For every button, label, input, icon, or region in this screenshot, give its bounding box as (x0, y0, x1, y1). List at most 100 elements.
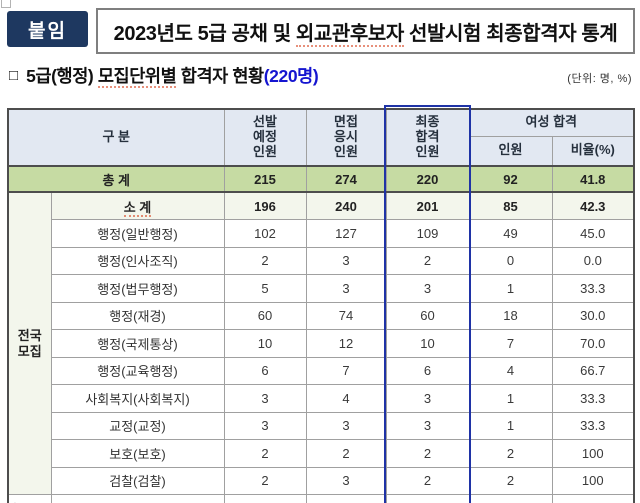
row-value: 3 (385, 274, 470, 303)
table-row: 행정(국제통상) 10 12 10 7 70.0 (8, 329, 635, 358)
row-value: 70.0 (551, 329, 635, 358)
row-label: 검찰(검찰) (50, 466, 225, 495)
row-label: 보호(보호) (50, 439, 225, 468)
row-value: 100 (551, 439, 635, 468)
row-label: 행정(일반행정) (50, 219, 225, 248)
row-value: 18 (468, 301, 553, 330)
table-header: 구 분 선발 예정 인원 면접 응시 인원 최종 합격 인원 여성 합격 인원 … (7, 108, 635, 167)
subtotal-value: 85 (468, 191, 553, 220)
row-value: 6 (223, 356, 307, 385)
table-row: 사회복지(사회복지) 3 4 3 1 33.3 (8, 384, 635, 413)
row-value: 30.0 (551, 301, 635, 330)
total-value: 220 (385, 165, 470, 193)
row-value: 3 (305, 274, 387, 303)
section-heading-text: 5급(행정) 모집단위별 합격자 현황 (26, 63, 264, 88)
row-value: 45.0 (551, 219, 635, 248)
header-cell-female-ratio: 비율(%) (551, 135, 635, 167)
row-value: 33.3 (551, 274, 635, 303)
row-value: 127 (305, 219, 387, 248)
document-title-box: 2023년도 5급 공채 및 외교관후보자 선발시험 최종합격자 통계 (96, 8, 635, 54)
row-label: 교정(교정) (50, 411, 225, 440)
cutoff-box-fragment (1, 0, 11, 8)
row-value: 0.0 (468, 494, 553, 503)
row-value: 2 (468, 466, 553, 495)
section-heading-underlined-word: 모집단위별 (97, 65, 177, 88)
row-value: 60 (385, 301, 470, 330)
table-row: 행정(교육행정) 6 7 6 4 66.7 (8, 356, 635, 385)
row-value: 6 (385, 356, 470, 385)
row-value: 3 (385, 411, 470, 440)
row-value: 10 (223, 329, 307, 358)
row-value: 74 (305, 301, 387, 330)
total-value: 274 (305, 165, 387, 193)
header-cell-gubun: 구 분 (7, 108, 225, 167)
row-value: 1 (468, 384, 553, 413)
document-title-underlined-word: 외교관후보자 (295, 22, 404, 47)
header-cell-planned: 선발 예정 인원 (223, 108, 307, 167)
row-value: 2 (468, 439, 553, 468)
subtotal-value: 201 (385, 191, 470, 220)
row-value: 2 (223, 466, 307, 495)
row-value: 109 (385, 219, 470, 248)
section-heading-part1: 5급(행정) (26, 65, 98, 86)
row-value: 2 (385, 466, 470, 495)
unit-label: (단위: 명, %) (567, 73, 632, 85)
attachment-badge-label: 붙임 (28, 20, 67, 42)
subtotal-label-text: 소 계 (123, 199, 152, 217)
subtotal-value: 240 (305, 191, 387, 220)
table-row: 행정(인사조직) 2 3 2 0 0.0 (8, 246, 635, 275)
row-label: 행정(인사조직) (50, 246, 225, 275)
table-row: 행정(일반행정) 102 127 109 49 45.0 (8, 219, 635, 248)
row-value: 2 (385, 246, 470, 275)
row-value: 4 (468, 356, 553, 385)
table-row: 행정(재경) 60 74 60 18 30.0 (8, 301, 635, 330)
row-value: 100 (551, 466, 635, 495)
row-label: 행정(국제통상) (50, 329, 225, 358)
row-value: 3 (223, 384, 307, 413)
row-value: 7 (468, 329, 553, 358)
row-value: 0 (468, 246, 553, 275)
row-label: 행정(재경) (50, 301, 225, 330)
row-value: 12 (305, 329, 387, 358)
row-value: 33.3 (551, 384, 635, 413)
subtotal-value: 42.3 (551, 191, 635, 220)
row-value: 2 (385, 439, 470, 468)
stats-table: 구 분 선발 예정 인원 면접 응시 인원 최종 합격 인원 여성 합격 인원 … (7, 108, 636, 503)
group-cell: 전국 모집 (7, 191, 52, 495)
table-row: 교정(교정) 3 3 3 1 33.3 (8, 411, 635, 440)
row-value: 7 (305, 356, 387, 385)
total-row: 총 계 215 274 220 92 41.8 (7, 165, 635, 193)
document-title-part1: 2023년도 5급 공채 및 (113, 22, 296, 45)
square-bullet-icon: □ (9, 66, 19, 84)
document-title: 2023년도 5급 공채 및 외교관후보자 선발시험 최종합격자 통계 (113, 17, 618, 47)
row-value: 3 (223, 411, 307, 440)
row-value: 3 (305, 411, 387, 440)
row-value: 3 (305, 246, 387, 275)
header-cell-final: 최종 합격 인원 (385, 108, 470, 167)
row-value: 5 (223, 274, 307, 303)
row-value: 60 (223, 301, 307, 330)
header-cell-interview: 면접 응시 인원 (305, 108, 387, 167)
row-value: 102 (223, 219, 307, 248)
row-value: 66.7 (551, 356, 635, 385)
subtotal-row: 전국 모집 소 계 196 240 201 85 42.3 (7, 191, 635, 495)
table-total-section: 총 계 215 274 220 92 41.8 (7, 165, 635, 193)
row-value: 49 (468, 219, 553, 248)
total-value: 92 (468, 165, 553, 193)
section-heading: □ 5급(행정) 모집단위별 합격자 현황 (220명) (9, 62, 640, 88)
row-value: 2 (305, 439, 387, 468)
row-value: 3 (305, 466, 387, 495)
row-value: 2 (223, 494, 307, 503)
subtotal-value: 196 (223, 191, 307, 220)
row-label: 행정(교육행정) (50, 356, 225, 385)
header-cell-female-count: 인원 (468, 135, 553, 167)
row-value: 2 (223, 439, 307, 468)
row-value: 4 (305, 384, 387, 413)
table-row: 검찰(검찰) 2 3 2 2 100 (8, 466, 635, 495)
row-value: 2 (223, 246, 307, 275)
row-value: 1 (468, 274, 553, 303)
row-value: 1 (50, 494, 225, 503)
table-row: 출입국관리(출입국관리)12100.0 (7, 494, 634, 503)
subtotal-label: 소 계 (50, 191, 225, 220)
